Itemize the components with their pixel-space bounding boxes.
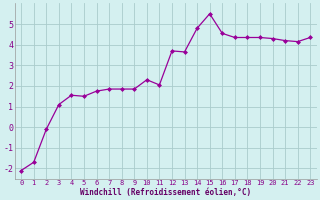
X-axis label: Windchill (Refroidissement éolien,°C): Windchill (Refroidissement éolien,°C)	[80, 188, 251, 197]
